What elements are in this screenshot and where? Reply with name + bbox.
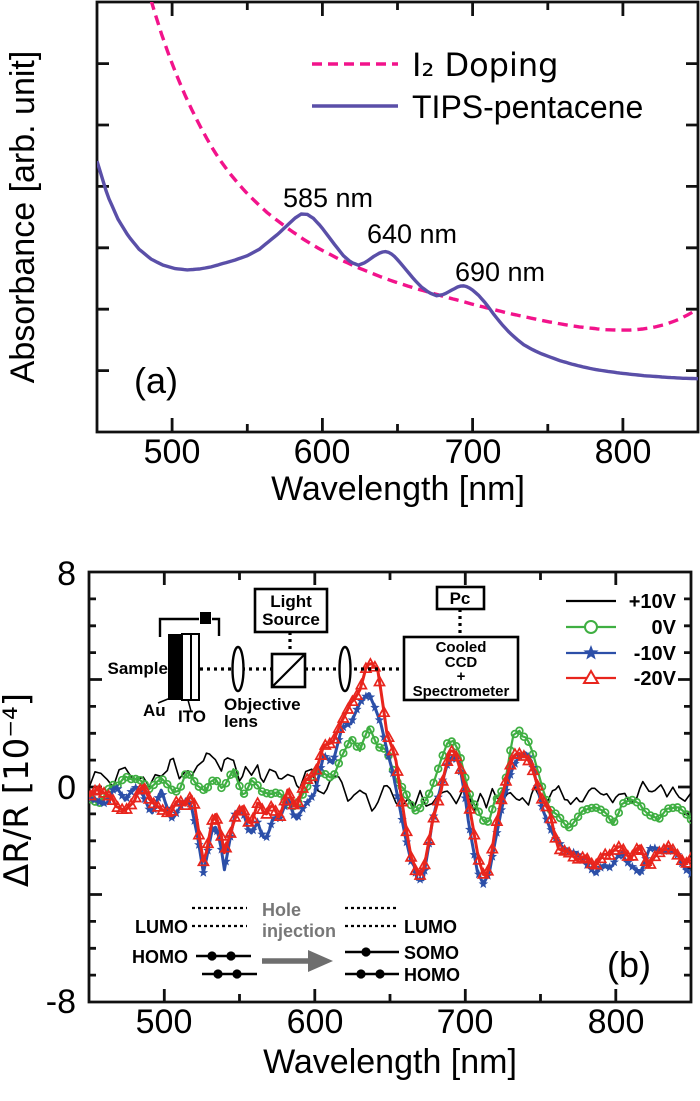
- panel-b-curves: [89, 657, 691, 889]
- legend-a-i2-label: I₂ Doping: [412, 46, 558, 84]
- objective-lens-label-2: lens: [224, 712, 258, 731]
- legend-a-tips-label: TIPS-pentacene: [412, 89, 643, 125]
- panel-b-letter: (b): [607, 944, 651, 985]
- panel-b-ytick-8: 8: [57, 555, 76, 593]
- panel-a-xtick-600: 600: [294, 433, 351, 471]
- ccd-box: [402, 635, 520, 702]
- ccd-label-1: Cooled: [436, 639, 487, 656]
- pc-box: [435, 585, 486, 611]
- ccd-label-2: CCD: [445, 654, 478, 671]
- right-lumo-label: LUMO: [404, 917, 457, 937]
- energy-right-levels: [345, 906, 399, 979]
- panel-a-yaxis-title: Absorbance [arb. unit]: [4, 51, 42, 384]
- left-homo-label: HOMO: [132, 947, 188, 967]
- panel-b-ytick-m8: -8: [46, 983, 76, 1021]
- panel-b-xtick-700: 700: [437, 1003, 494, 1041]
- au-label: Au: [143, 701, 166, 720]
- panel-b-ytick-0: 0: [57, 769, 76, 807]
- legend-b-0v-label: 0V: [652, 617, 677, 639]
- panel-a-legend-swatches: [312, 62, 398, 108]
- legend-b-m10v-label: -10V: [634, 643, 677, 665]
- light-source-label-1: Light: [270, 592, 312, 611]
- panel-a-curves: [97, 2, 698, 381]
- legend-b-p10v-label: +10V: [629, 591, 677, 613]
- panel-b-xtick-600: 600: [287, 1003, 344, 1041]
- beamsplitter-icon: [270, 652, 307, 689]
- au-leader-line: [157, 696, 174, 704]
- panel-b-xtick-500: 500: [136, 1003, 193, 1041]
- energy-left-levels: [192, 906, 257, 979]
- objective-lens-label-1: Objective: [224, 695, 301, 714]
- panel-b: +10V 0V -10V -20V 8 0 -8 ΔR/R [10⁻⁴] 500…: [0, 555, 693, 1081]
- ito-label: ITO: [178, 707, 206, 726]
- pc-label: Pc: [450, 589, 471, 608]
- panel-b-legend-swatches: [566, 599, 616, 684]
- collection-lens-icon: [338, 645, 352, 693]
- objective-lens-icon: [231, 645, 245, 693]
- bias-circuit-icon: [158, 612, 221, 637]
- hole-injection-label-1: Hole: [262, 900, 301, 920]
- sample-stack-icon: [168, 633, 200, 701]
- left-lumo-label: LUMO: [135, 917, 188, 937]
- annotation-690nm: 690 nm: [455, 257, 545, 287]
- ccd-label-3: +: [457, 668, 466, 685]
- panel-b-xtick-800: 800: [588, 1003, 645, 1041]
- setup-inset: Light Source Pc Cooled CCD + Spectromete…: [108, 585, 520, 731]
- right-homo-label: HOMO: [404, 965, 460, 985]
- light-source-box: [253, 587, 329, 634]
- panel-b-yaxis-title: ΔR/R [10⁻⁴]: [0, 693, 37, 887]
- panel-a: I₂ Doping TIPS-pentacene 585 nm 640 nm 6…: [4, 0, 700, 508]
- panel-b-xaxis-title: Wavelength [nm]: [263, 1043, 517, 1081]
- panel-a-xaxis-title: Wavelength [nm]: [271, 470, 525, 508]
- hole-injection-label-2: injection: [262, 921, 336, 941]
- panel-a-xtick-500: 500: [144, 433, 201, 471]
- energy-diagram-inset: LUMO HOMO Hole injection LUMO SOMO HOMO: [132, 900, 460, 985]
- annotation-585nm: 585 nm: [283, 183, 373, 213]
- panel-a-letter: (a): [134, 360, 178, 401]
- hole-injection-arrow-icon: [262, 950, 333, 972]
- sample-label: Sample: [108, 659, 168, 678]
- light-source-label-2: Source: [262, 610, 320, 629]
- ito-leader-line: [187, 699, 192, 712]
- right-somo-label: SOMO: [404, 943, 459, 963]
- annotation-640nm: 640 nm: [367, 219, 457, 249]
- panel-a-xtick-700: 700: [445, 433, 502, 471]
- panel-a-axes: [95, 0, 700, 434]
- legend-b-m20v-label: -20V: [634, 668, 677, 690]
- panel-a-xtick-800: 800: [595, 433, 652, 471]
- ccd-label-4: Spectrometer: [413, 683, 510, 700]
